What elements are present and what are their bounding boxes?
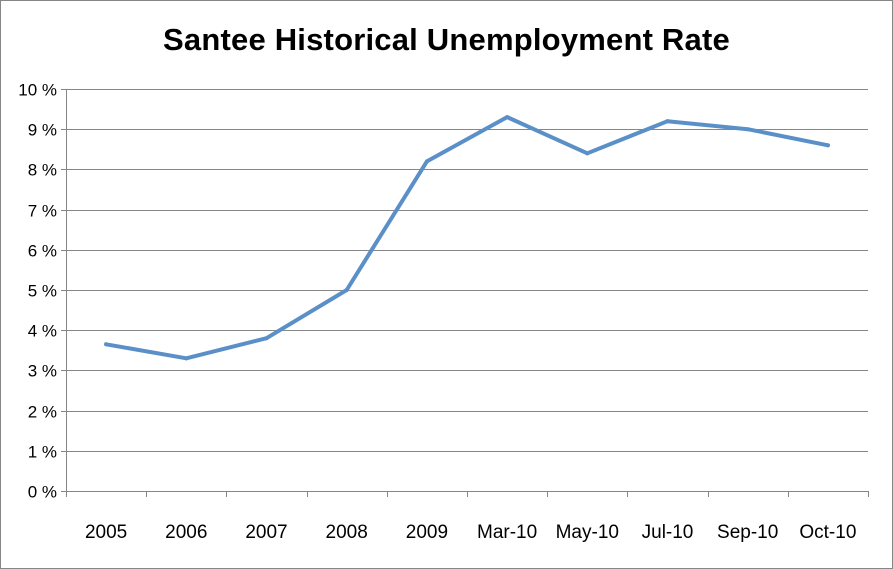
x-tick-label: Mar-10 <box>477 522 537 543</box>
y-tick-label: 10 % <box>18 81 57 100</box>
x-tick-label: 2009 <box>406 522 448 543</box>
data-point <box>745 127 750 132</box>
y-tick-label: 6 % <box>28 242 57 261</box>
data-point <box>264 336 269 341</box>
y-tick-label: 3 % <box>28 362 57 381</box>
gridlines <box>66 89 868 452</box>
x-tick-label: 2006 <box>165 522 207 543</box>
y-axis <box>61 89 67 492</box>
data-point <box>825 143 830 148</box>
data-point <box>585 151 590 156</box>
data-point <box>424 159 429 164</box>
y-tick-label: 0 % <box>28 483 57 502</box>
y-tick-label: 8 % <box>28 161 57 180</box>
data-point <box>184 356 189 361</box>
y-tick-label: 9 % <box>28 121 57 140</box>
x-tick-label: May-10 <box>556 522 619 543</box>
y-tick-label: 1 % <box>28 443 57 462</box>
chart-title: Santee Historical Unemployment Rate <box>163 22 730 57</box>
x-tick-label: 2007 <box>245 522 287 543</box>
x-tick-label: Sep-10 <box>717 522 778 543</box>
data-point <box>665 119 670 124</box>
x-tick-label: Jul-10 <box>642 522 694 543</box>
series-lines <box>104 115 830 361</box>
series-line <box>104 115 830 361</box>
data-point <box>104 342 109 347</box>
data-point <box>505 115 510 120</box>
y-tick-label: 5 % <box>28 282 57 301</box>
x-tick-label: 2005 <box>85 522 127 543</box>
y-tick-label: 2 % <box>28 403 57 422</box>
x-tick-labels: 2005 2006 2007 2008 2009 Mar-10 May-10 Jul-10 Se… <box>85 522 856 543</box>
x-tick-label: 2008 <box>326 522 368 543</box>
y-tick-labels: 0 % 1 % 2 % 3 % 4 % 5 % 6 % 7 % 8 % 9 % 10 % <box>18 81 57 502</box>
data-point <box>344 288 349 292</box>
x-tick-label: Oct-10 <box>799 522 856 543</box>
y-tick-label: 4 % <box>28 322 57 341</box>
x-axis <box>66 491 869 497</box>
y-tick-label: 7 % <box>28 202 57 221</box>
